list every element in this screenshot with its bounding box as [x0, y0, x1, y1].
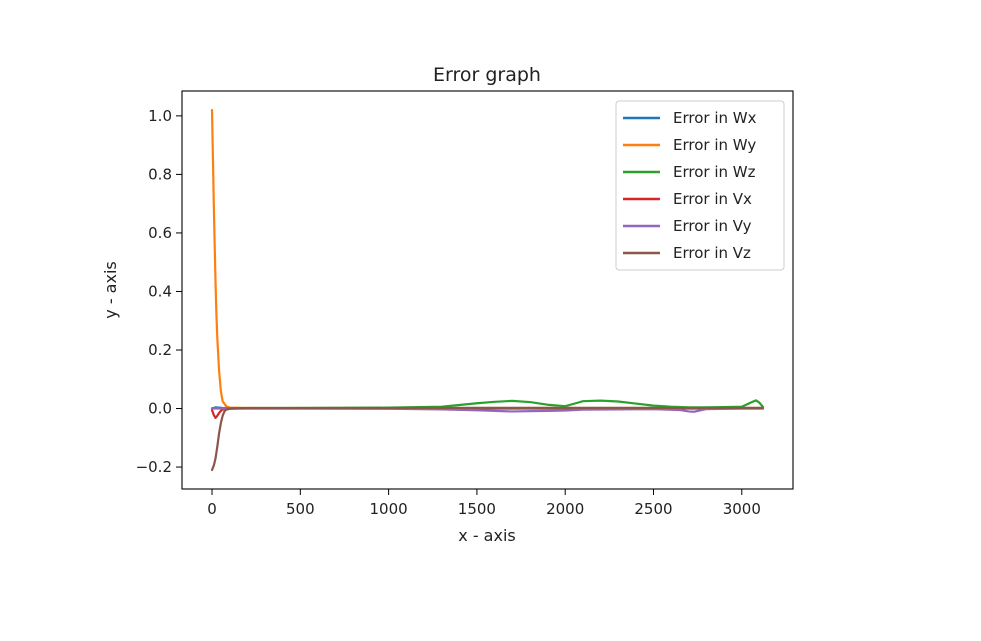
legend-label-5: Error in Vz [673, 244, 751, 262]
y-tick-label-5: 0.8 [148, 165, 172, 183]
y-tick-label-6: 1.0 [148, 107, 172, 125]
x-tick-label-4: 2000 [546, 500, 584, 518]
x-tick-label-3: 1500 [458, 500, 496, 518]
y-tick-label-4: 0.6 [148, 224, 172, 242]
chart-title: Error graph [433, 64, 541, 86]
x-tick-label-2: 1000 [370, 500, 408, 518]
series-line-2 [210, 399, 765, 410]
legend-label-3: Error in Vx [673, 190, 752, 208]
plot-frame [181, 90, 794, 490]
x-tick-label-1: 500 [286, 500, 315, 518]
series-line-4 [210, 407, 765, 413]
y-axis-ticks: −0.2 0.0 0.2 0.4 0.6 0.8 1.0 [136, 107, 182, 476]
legend-label-1: Error in Wy [673, 136, 756, 154]
x-axis-ticks: 0 500 1000 1500 2000 2500 3000 [207, 489, 761, 518]
y-tick-label-2: 0.2 [148, 341, 172, 359]
series-lines [210, 108, 765, 472]
legend: Error in Wx Error in Wy Error in Wz Error i… [615, 100, 785, 271]
x-tick-label-6: 3000 [723, 500, 761, 518]
series-line-5 [210, 406, 765, 472]
x-tick-label-0: 0 [207, 500, 217, 518]
legend-box [615, 100, 785, 271]
y-tick-label-1: 0.0 [148, 400, 172, 418]
y-tick-label-3: 0.4 [148, 282, 172, 300]
y-axis-label: y - axis [101, 261, 120, 318]
x-axis-label: x - axis [458, 526, 515, 545]
legend-label-2: Error in Wz [673, 163, 756, 181]
legend-label-0: Error in Wx [673, 109, 757, 127]
x-tick-label-5: 2500 [634, 500, 672, 518]
legend-label-4: Error in Vy [673, 217, 752, 235]
y-tick-label-0: −0.2 [136, 458, 172, 476]
